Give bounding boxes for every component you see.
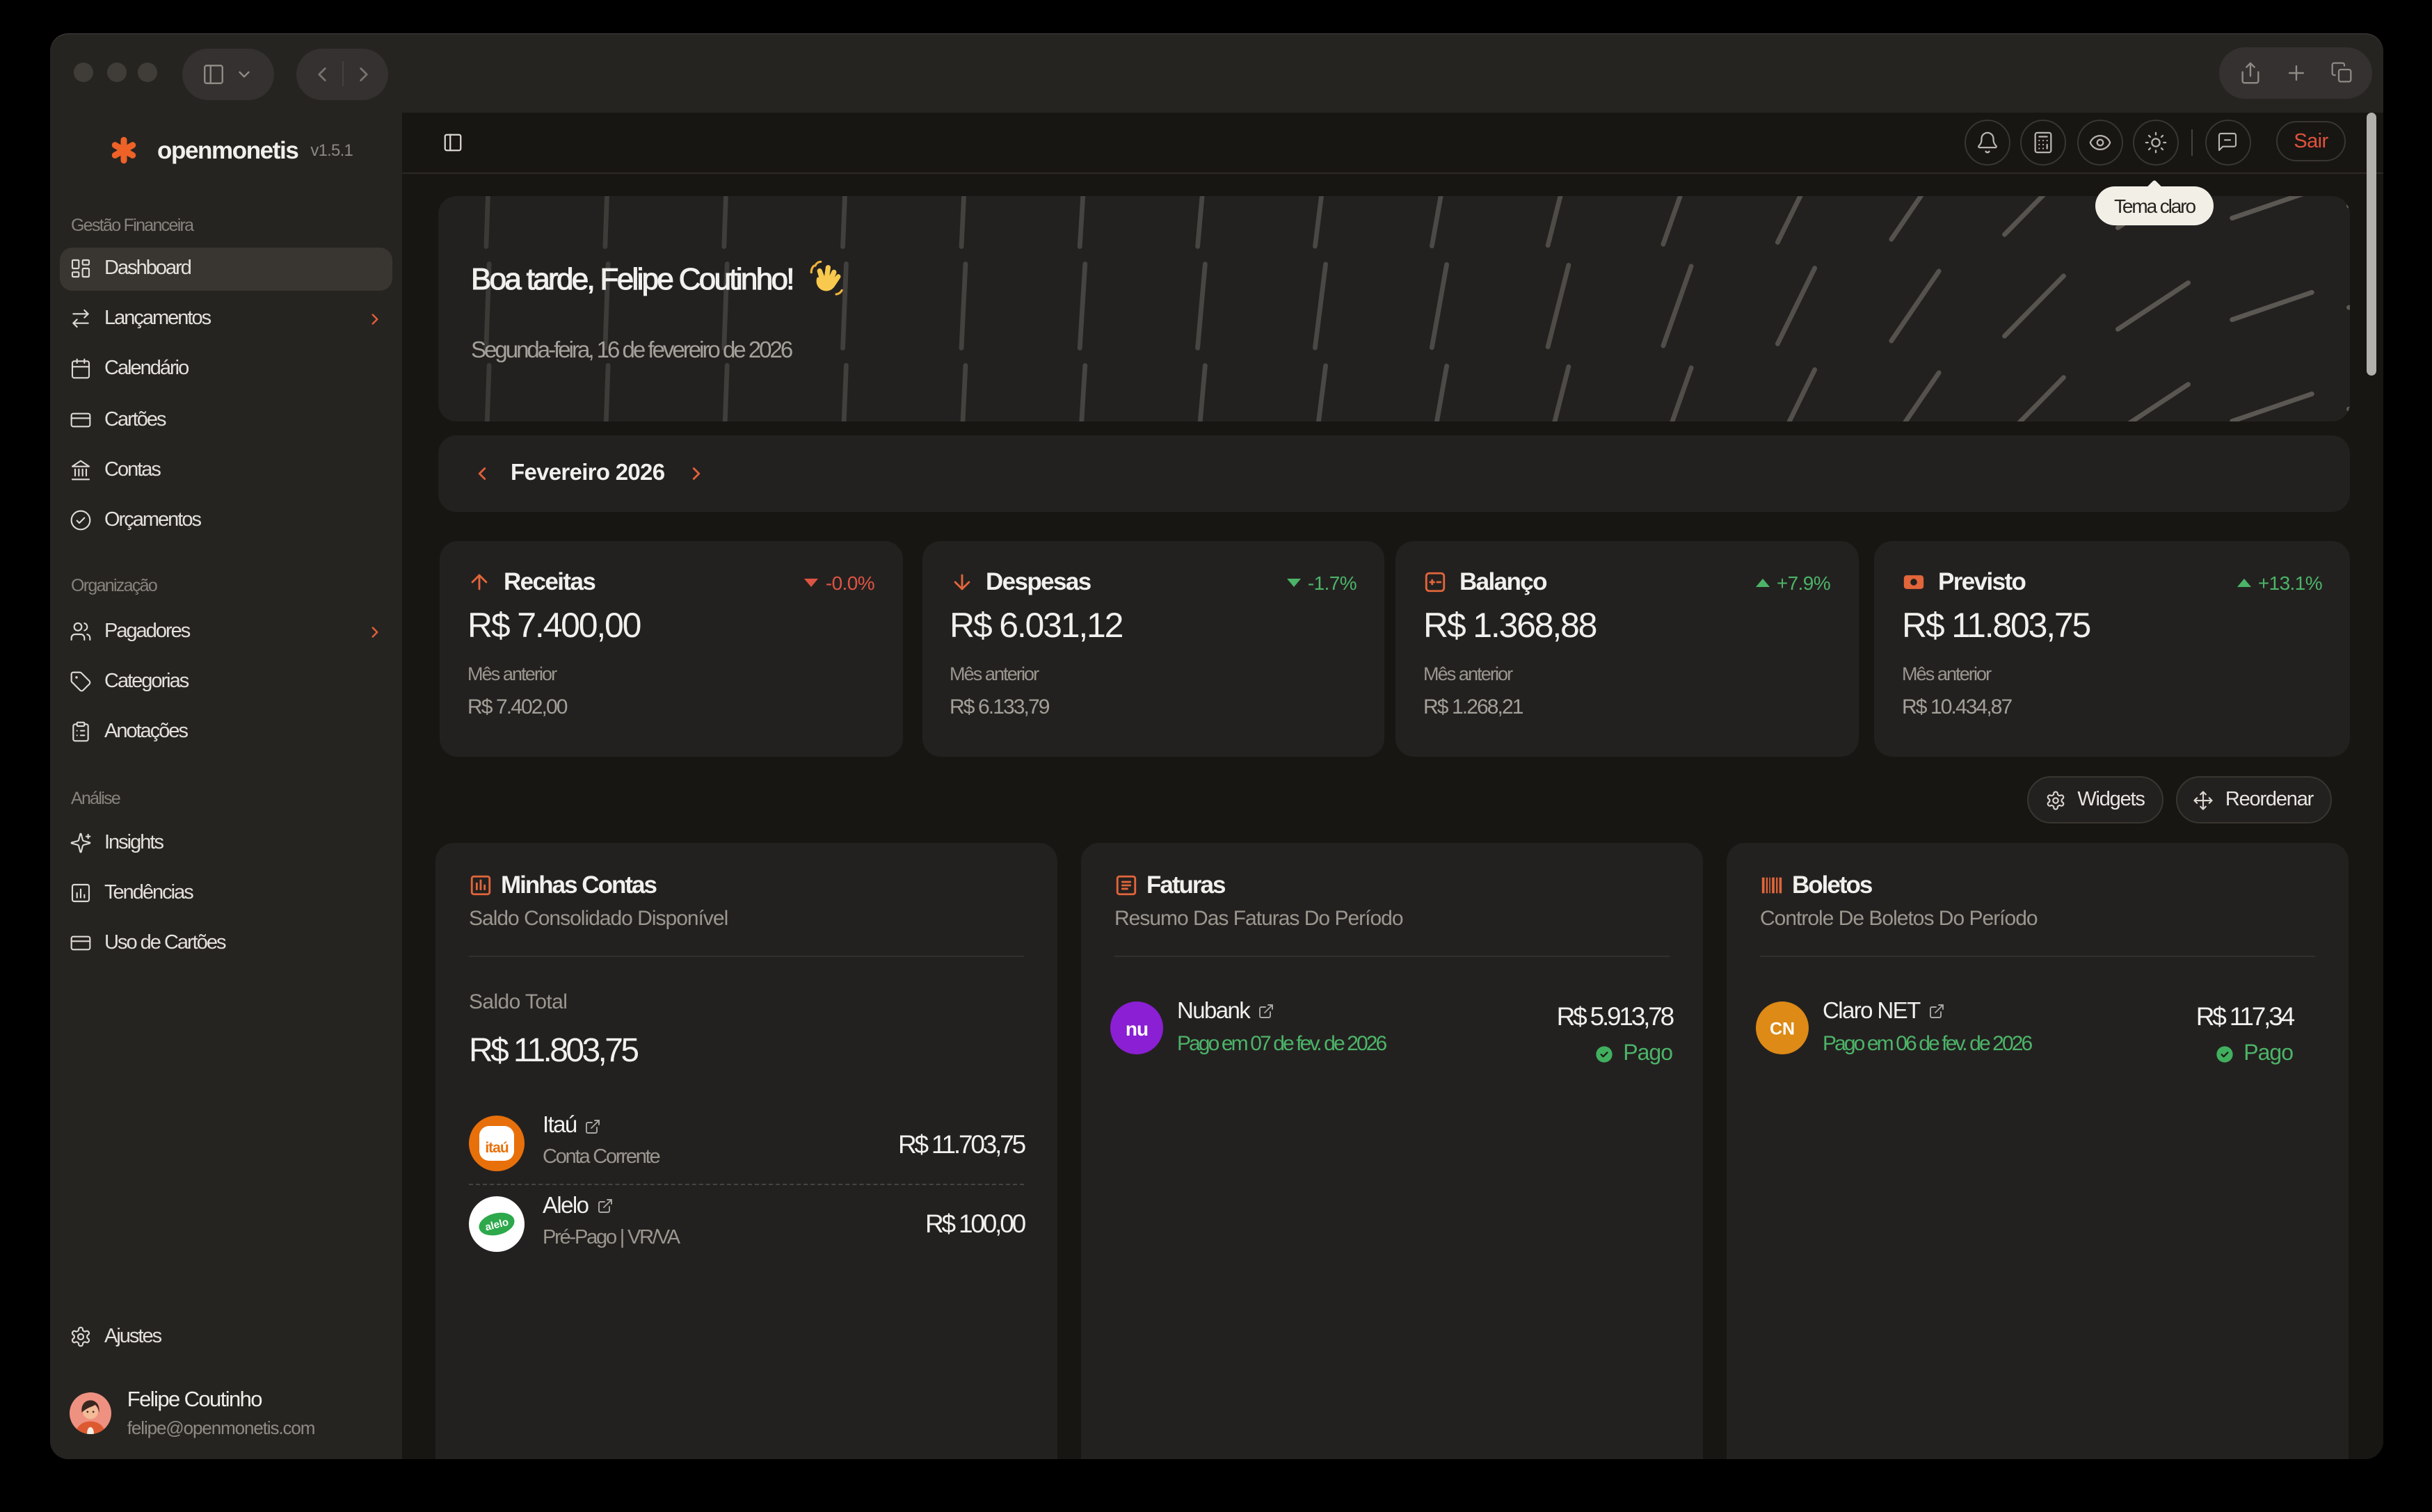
- svg-text:CN: CN: [1770, 1020, 1795, 1039]
- svg-text:itaú: itaú: [485, 1141, 509, 1157]
- svg-text:nu: nu: [1126, 1018, 1148, 1040]
